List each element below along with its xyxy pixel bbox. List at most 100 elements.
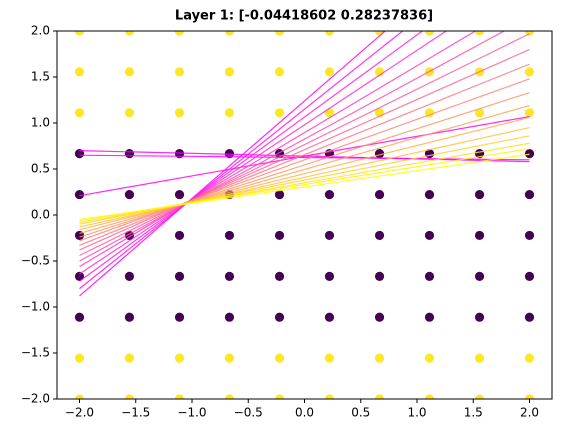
point xyxy=(74,149,85,159)
point xyxy=(124,189,135,200)
point xyxy=(224,149,235,159)
point xyxy=(324,31,335,36)
point xyxy=(274,108,285,118)
point xyxy=(224,230,235,241)
point xyxy=(474,230,485,241)
point xyxy=(524,67,535,77)
y-tick-label: 0.0 xyxy=(31,208,50,222)
point xyxy=(324,312,335,322)
point xyxy=(374,189,385,200)
point xyxy=(324,394,335,399)
y-tick-label: −1.5 xyxy=(21,346,50,360)
point xyxy=(124,312,135,322)
point xyxy=(124,394,135,399)
point xyxy=(524,189,535,200)
y-tick-label: −0.5 xyxy=(21,254,50,268)
point xyxy=(324,271,335,281)
point xyxy=(124,108,135,118)
point xyxy=(274,189,285,200)
point xyxy=(124,31,135,36)
point xyxy=(74,67,85,77)
point xyxy=(274,271,285,281)
point xyxy=(224,67,235,77)
point xyxy=(124,271,135,281)
x-tick-label: −0.5 xyxy=(234,406,263,420)
point xyxy=(224,353,235,363)
point xyxy=(274,353,285,363)
point xyxy=(424,230,435,241)
point xyxy=(374,271,385,281)
point xyxy=(374,353,385,363)
x-tick-label: 2.0 xyxy=(520,406,539,420)
line xyxy=(79,31,477,268)
point xyxy=(124,67,135,77)
line xyxy=(79,31,387,297)
point xyxy=(324,230,335,241)
line xyxy=(79,63,530,246)
x-tick-label: −2.0 xyxy=(65,406,94,420)
y-tick-label: −1.0 xyxy=(21,300,50,314)
point xyxy=(74,31,85,36)
point xyxy=(524,394,535,399)
point xyxy=(424,312,435,322)
point xyxy=(74,353,85,363)
point xyxy=(124,353,135,363)
point xyxy=(174,67,185,77)
point xyxy=(524,353,535,363)
point xyxy=(124,149,135,159)
line xyxy=(79,153,530,221)
x-tick-label: 0.0 xyxy=(295,406,314,420)
line xyxy=(79,31,404,290)
line xyxy=(79,127,530,228)
point xyxy=(324,67,335,77)
point xyxy=(274,312,285,322)
point xyxy=(374,394,385,399)
point xyxy=(424,394,435,399)
point xyxy=(474,353,485,363)
point xyxy=(174,353,185,363)
point xyxy=(274,230,285,241)
point xyxy=(474,31,485,36)
y-tick-label: 1.5 xyxy=(31,70,50,84)
point xyxy=(224,271,235,281)
point xyxy=(74,394,85,399)
point xyxy=(324,353,335,363)
y-tick-label: 2.0 xyxy=(31,24,50,38)
point xyxy=(324,189,335,200)
point xyxy=(474,394,485,399)
point xyxy=(474,108,485,118)
point xyxy=(474,271,485,281)
point xyxy=(424,353,435,363)
point xyxy=(224,394,235,399)
chart-title: Layer 1: [-0.04418602 0.28237836] xyxy=(175,9,433,24)
point xyxy=(174,230,185,241)
point xyxy=(174,394,185,399)
plot-frame xyxy=(56,30,553,400)
x-tick-label: −1.0 xyxy=(177,406,206,420)
point xyxy=(74,189,85,200)
x-tick-label: −1.5 xyxy=(121,406,150,420)
line xyxy=(79,31,506,262)
point xyxy=(274,31,285,36)
point xyxy=(74,108,85,118)
point xyxy=(374,312,385,322)
line xyxy=(79,116,530,231)
point xyxy=(224,312,235,322)
x-tick-label: 1.0 xyxy=(407,406,426,420)
point xyxy=(524,312,535,322)
line xyxy=(79,33,530,257)
line xyxy=(79,115,530,197)
line xyxy=(79,92,530,238)
point xyxy=(424,189,435,200)
y-tick-label: 1.0 xyxy=(31,116,50,130)
point xyxy=(74,271,85,281)
y-tick-label: 0.5 xyxy=(31,162,50,176)
point xyxy=(374,230,385,241)
point xyxy=(174,312,185,322)
point xyxy=(274,394,285,399)
point xyxy=(524,271,535,281)
point xyxy=(474,189,485,200)
point xyxy=(524,108,535,118)
point xyxy=(274,67,285,77)
